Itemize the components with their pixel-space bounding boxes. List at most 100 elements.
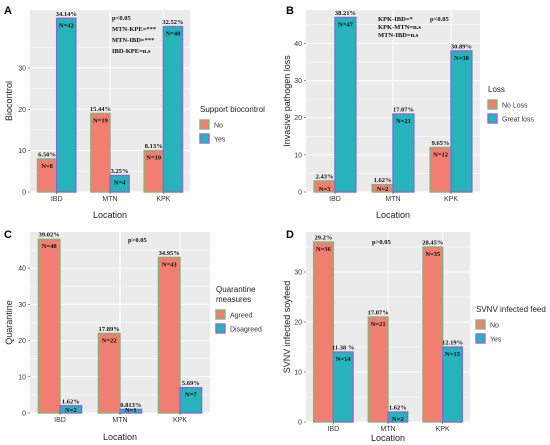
legend-label: Agreed [230,313,253,320]
x-axis-title: Location [103,432,137,442]
y-axis-title: Invasive pathogen loss [282,55,292,147]
y-tick-label: 30 [18,65,26,72]
y-axis-title: Biocontrol [4,81,14,121]
legend-label: Great loss [502,117,534,124]
bar-great-loss-kpk [450,50,473,193]
legend-title-line2: measures [216,295,251,304]
y-tick-label: 10 [18,374,26,381]
y-tick-label: 20 [18,107,26,114]
legend-key [487,99,498,110]
legend-key [487,113,498,124]
pct-label: 30.89% [451,43,472,50]
n-label: N=1 [125,407,137,414]
pct-label: 5.69% [182,380,200,387]
pct-label: 38.21% [335,10,356,17]
pct-label: 9.65% [432,140,450,147]
pct-label: 17.89% [99,326,120,333]
pct-label: 34.95% [159,250,180,257]
n-label: N=19 [93,117,109,124]
pct-label: 34.14% [56,11,77,18]
legend-label: Disagreed [230,327,262,334]
x-tick-label: IBD [329,196,341,203]
bar-no-mtn [90,112,111,193]
pct-label: 1.62% [62,398,80,405]
x-tick-label: KPK [436,426,450,433]
pct-label: 17.07% [368,310,389,317]
n-label: N=14 [336,356,352,363]
panel-a: A 0 10 20 30 6.50% N=8 34.14% N=42 IBD 15.44% N=19 3… [4,5,265,220]
stat-annotation: KPK-MTN=n.s [378,24,421,31]
legend-key [199,133,210,144]
y-tick-label: 30 [294,270,302,277]
n-label: N=2 [392,416,404,423]
legend-label: No Loss [502,103,528,110]
bar-yes-kpk [162,25,184,193]
y-tick-label: 20 [294,320,302,327]
x-axis-title: Location [376,210,410,220]
y-tick-label: 0 [298,420,302,427]
pct-label: 39.02% [39,232,60,239]
legend-label: Yes [214,137,226,144]
pct-label: 1.62% [389,405,407,412]
bar-agreed-kpk [157,256,181,414]
bar-disagreed-kpk [179,386,203,414]
bar-disagreed-ibd [59,405,83,414]
y-tick-label: 10 [294,152,302,159]
x-tick-label: MTN [380,426,395,433]
bar-yes-ibd [55,17,77,193]
y-axis-title: Quarantine [4,300,14,345]
n-label: N=21 [371,321,386,328]
bar-yes-ibd [332,351,354,423]
n-label: N=43 [162,261,178,268]
y-tick-label: 20 [18,338,26,345]
legend-title: SVNV infected feed [476,305,546,314]
legend-label: No [490,323,499,330]
pct-label: 0.813% [120,402,141,409]
n-label: N=36 [316,246,332,253]
x-tick-label: MTN [102,196,117,203]
bar-great-loss-ibd [334,16,357,193]
x-tick-label: MTN [112,417,127,424]
panel-letter: D [286,229,294,241]
y-tick-label: 30 [294,78,302,85]
pct-label: 17.07% [393,107,414,114]
y-tick-label: 10 [294,370,302,377]
n-label: N=7 [185,392,197,399]
n-label: N=42 [59,22,74,29]
bar-no-mtn [367,316,389,423]
legend-key [475,319,486,330]
bar-great-loss-mtn [392,113,415,193]
n-label: N=35 [425,251,441,258]
y-axis-title: SVNV infected soyfeed [282,281,292,374]
legend-key [215,323,226,334]
legend-label: Yes [490,337,502,344]
n-label: N=2 [65,407,77,414]
n-label: N=48 [42,243,58,250]
y-tick-label: 20 [294,115,302,122]
x-tick-label: IBD [327,426,339,433]
bar-yes-kpk [441,346,464,423]
stat-annotation: p<0.05 [112,15,131,22]
legend-title: Quarantine [216,285,256,294]
x-tick-label: KPK [444,196,458,203]
pct-label: 28.45% [422,240,443,247]
pct-label: 32.52% [162,19,183,26]
n-label: N=2 [377,186,389,193]
legend-label: No [214,123,223,130]
legend: SVNV infected feed No Yes [475,305,546,344]
n-label: N=10 [146,155,161,162]
bar-agreed-ibd [37,238,61,414]
panel-letter: A [4,5,12,17]
n-label: N=15 [445,351,461,358]
n-label: N=4 [114,179,126,186]
n-label: N=3 [319,186,331,193]
panel-d: D 0 10 20 30 29.2% N=36 11.38 % N=14 IBD 17.07% N=2… [282,229,546,443]
x-axis-title: Location [93,210,127,220]
n-label: N=8 [41,163,53,170]
y-tick-label: 40 [18,266,26,273]
y-tick-label: 30 [18,302,26,309]
panel-letter: C [4,229,12,241]
stat-annotation: p<0.05 [430,16,449,23]
